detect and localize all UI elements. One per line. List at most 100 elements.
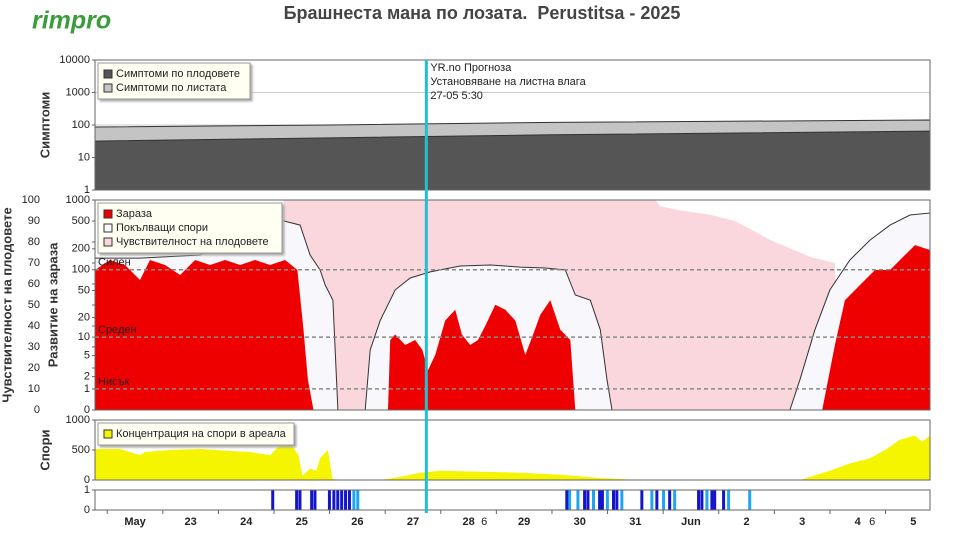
marker-label: Установяване на листна влага (430, 76, 586, 88)
threshold-label: Силен (98, 257, 131, 269)
y-tick-label: 1 (84, 484, 90, 496)
threshold-label: Среден (98, 324, 137, 336)
bar (352, 490, 356, 510)
bar (600, 490, 604, 510)
legend-label: Симптоми по листата (116, 82, 227, 94)
legend-swatch (103, 69, 113, 79)
x-tick-label: 31 (629, 516, 641, 528)
legend-label: Зараза (116, 208, 153, 220)
plot-area (95, 490, 930, 510)
y-tick-label: 10 (78, 151, 90, 163)
marker-label: 27-05 5:30 (430, 90, 483, 102)
y2-tick-label: 20 (78, 311, 90, 323)
y2-tick-label: 0 (84, 404, 90, 416)
bar (705, 490, 709, 510)
bar (605, 490, 609, 510)
y-tick-label: 100 (72, 119, 90, 131)
y-tick-label: 500 (72, 444, 90, 456)
legend-label: Симптоми по плодовете (116, 68, 240, 80)
legend-swatch (103, 83, 113, 93)
bar (310, 490, 314, 510)
x-tick-label: 27 (407, 516, 419, 528)
bar (615, 490, 619, 510)
bar (620, 490, 624, 510)
y2-tick-label: 200 (72, 243, 90, 255)
legend-swatch (103, 209, 113, 219)
bar (697, 490, 701, 510)
bar (271, 490, 275, 510)
x-minor-tick-label: 6 (481, 516, 487, 528)
bar (340, 490, 344, 510)
y-tick-label: 0 (84, 474, 90, 486)
threshold-label: Нисък (98, 376, 129, 388)
y-tick-label: 80 (28, 236, 40, 248)
x-tick-label: 29 (518, 516, 530, 528)
y-tick-label: 60 (28, 278, 40, 290)
y-tick-label: 1 (84, 184, 90, 196)
legend-label: Покълващи спори (116, 222, 208, 234)
y-tick-label: 20 (28, 362, 40, 374)
y-tick-label: 0 (84, 504, 90, 516)
x-tick-label: 24 (240, 516, 253, 528)
chart-title: Брашнеста мана по лозата. Perustitsa - 2… (284, 3, 681, 23)
legend-box (97, 202, 283, 254)
bar (662, 490, 666, 510)
bar (313, 490, 317, 510)
legend-swatch (103, 223, 113, 233)
bar (713, 490, 717, 510)
bar (591, 490, 595, 510)
y-tick-label: 70 (28, 257, 40, 269)
legend-swatch (103, 429, 113, 439)
y2-axis-title: Развитие на зараза (45, 242, 60, 367)
y-axis-title: Спори (37, 429, 52, 470)
area (95, 435, 930, 480)
bar (576, 490, 580, 510)
bar (710, 490, 714, 510)
bar (700, 490, 704, 510)
y-axis-title: Симптоми (37, 92, 52, 158)
plot-border (94, 489, 931, 511)
bar (356, 490, 360, 510)
legend-label: Концентрация на спори в ареала (116, 428, 287, 440)
legend-box (97, 422, 295, 446)
x-minor-tick-label: 6 (869, 516, 875, 528)
y-tick-label: 0 (34, 404, 40, 416)
y-tick-label: 1000 (66, 414, 90, 426)
x-tick-label: 2 (743, 516, 749, 528)
y-tick-label: 40 (28, 320, 40, 332)
x-tick-label: 30 (574, 516, 586, 528)
bar (655, 490, 659, 510)
bar (332, 490, 336, 510)
y2-tick-label: 500 (72, 215, 90, 227)
bar (344, 490, 348, 510)
y2-tick-label: 5 (84, 349, 90, 361)
bar (298, 490, 302, 510)
y2-tick-label: 2 (84, 371, 90, 383)
y-tick-label: 50 (28, 299, 40, 311)
bar (565, 490, 569, 510)
x-tick-label: 26 (351, 516, 363, 528)
x-tick-label: 23 (184, 516, 196, 528)
plot-border (94, 199, 931, 411)
x-tick-label: 5 (910, 516, 916, 528)
y2-tick-label: 100 (72, 264, 90, 276)
marker-label: YR.no Прогноза (430, 62, 512, 74)
y2-tick-label: 10 (78, 331, 90, 343)
bar (640, 490, 644, 510)
x-tick-label: 28 (462, 516, 474, 528)
y-axis-title: Чувствителност на плодовете (0, 207, 14, 402)
bar (650, 490, 654, 510)
x-tick-label: 25 (296, 516, 308, 528)
y-tick-label: 30 (28, 341, 40, 353)
bar (327, 490, 331, 510)
legend-box (97, 62, 251, 100)
x-tick-label: 4 (855, 516, 862, 528)
area (95, 245, 930, 410)
y-tick-label: 90 (28, 215, 40, 227)
y2-tick-label: 1000 (66, 194, 90, 206)
bar (612, 490, 616, 510)
bar (295, 490, 299, 510)
area (94, 130, 931, 191)
bar (748, 490, 752, 510)
